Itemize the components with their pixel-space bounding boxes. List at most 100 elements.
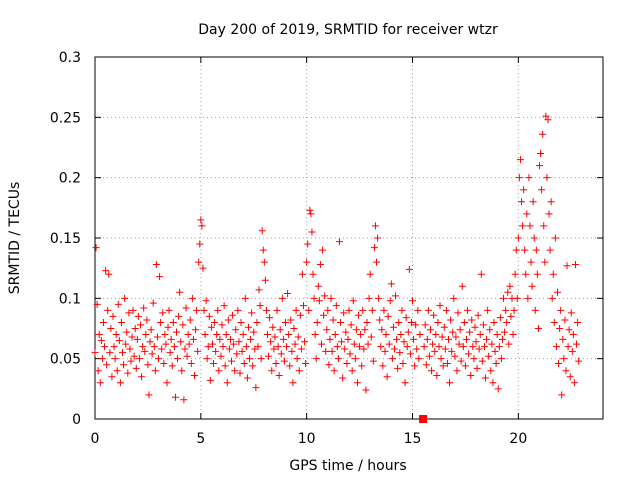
data-point xyxy=(145,391,153,399)
data-point xyxy=(319,246,327,254)
data-point xyxy=(221,362,229,370)
data-point xyxy=(93,300,101,308)
data-point xyxy=(429,340,437,348)
data-point xyxy=(383,373,391,381)
data-point xyxy=(326,335,334,343)
y-tick-label: 0 xyxy=(72,412,81,428)
data-point xyxy=(276,326,284,334)
data-point xyxy=(405,265,413,273)
data-point xyxy=(452,333,460,341)
data-point xyxy=(249,362,257,370)
data-point xyxy=(338,338,346,346)
data-point xyxy=(505,340,513,348)
data-point xyxy=(244,323,252,331)
data-point xyxy=(305,306,313,314)
data-point xyxy=(555,359,563,367)
data-point xyxy=(534,325,542,332)
data-point xyxy=(509,331,517,339)
data-point xyxy=(497,355,505,363)
data-point xyxy=(120,361,128,369)
data-point xyxy=(283,343,291,351)
data-point xyxy=(148,350,156,358)
data-point xyxy=(519,222,527,230)
data-point xyxy=(271,333,279,341)
data-point xyxy=(479,321,487,329)
data-point xyxy=(219,343,227,351)
y-tick-label: 0.1 xyxy=(59,291,81,307)
data-point xyxy=(458,282,466,290)
data-point xyxy=(549,270,557,278)
data-point xyxy=(102,267,110,275)
data-point xyxy=(348,367,356,375)
data-point xyxy=(301,338,309,346)
data-point xyxy=(488,340,496,348)
data-point xyxy=(222,331,230,339)
data-point xyxy=(450,294,458,302)
y-tick-label: 0.05 xyxy=(50,352,81,368)
y-tick-label: 0.25 xyxy=(50,110,81,126)
data-point xyxy=(99,318,107,326)
data-point xyxy=(247,335,255,343)
data-point xyxy=(528,282,536,290)
data-point xyxy=(494,385,502,393)
data-point xyxy=(370,244,378,252)
data-point xyxy=(425,352,433,360)
data-point xyxy=(189,335,197,343)
data-point xyxy=(306,206,314,214)
data-point xyxy=(141,347,149,355)
data-point xyxy=(162,340,170,348)
data-point xyxy=(392,292,400,300)
data-point xyxy=(371,222,379,230)
data-point xyxy=(144,361,152,369)
data-point xyxy=(401,379,409,387)
data-point xyxy=(521,246,529,254)
data-point xyxy=(157,318,165,326)
data-point xyxy=(366,270,374,278)
data-point xyxy=(215,367,223,375)
data-point xyxy=(180,396,188,404)
data-point xyxy=(163,379,171,387)
data-point xyxy=(132,364,140,372)
data-point xyxy=(282,318,289,326)
data-point xyxy=(567,309,575,317)
data-point xyxy=(360,345,368,353)
data-point xyxy=(574,318,582,326)
data-point xyxy=(363,318,371,326)
data-point xyxy=(382,331,390,339)
data-point xyxy=(254,343,262,351)
data-point xyxy=(266,314,274,322)
data-point xyxy=(489,379,497,387)
data-point xyxy=(510,306,518,314)
data-point xyxy=(486,326,494,334)
data-point xyxy=(213,331,221,339)
data-point xyxy=(105,270,113,278)
data-point xyxy=(563,262,571,270)
data-point xyxy=(214,306,222,314)
data-point xyxy=(451,352,459,360)
data-point xyxy=(165,306,173,314)
data-point xyxy=(217,352,225,360)
data-point xyxy=(374,234,382,242)
data-point xyxy=(355,311,363,319)
data-point xyxy=(262,306,270,314)
data-point xyxy=(174,355,182,363)
data-point xyxy=(472,338,480,346)
data-point xyxy=(126,345,134,353)
x-tick-label: 5 xyxy=(196,431,205,447)
data-point xyxy=(309,270,317,278)
data-point xyxy=(169,318,177,326)
data-point xyxy=(304,240,312,248)
data-point xyxy=(288,347,296,355)
data-point xyxy=(353,379,361,387)
data-point xyxy=(471,323,479,331)
data-point xyxy=(286,362,294,370)
data-point xyxy=(365,294,373,302)
chart-title: Day 200 of 2019, SRMTID for receiver wtz… xyxy=(198,22,498,38)
data-point xyxy=(337,318,345,326)
data-point xyxy=(349,297,357,305)
data-point xyxy=(260,258,268,266)
data-point xyxy=(357,331,365,339)
data-point xyxy=(477,270,485,278)
data-point xyxy=(440,323,448,331)
data-point xyxy=(98,355,106,363)
